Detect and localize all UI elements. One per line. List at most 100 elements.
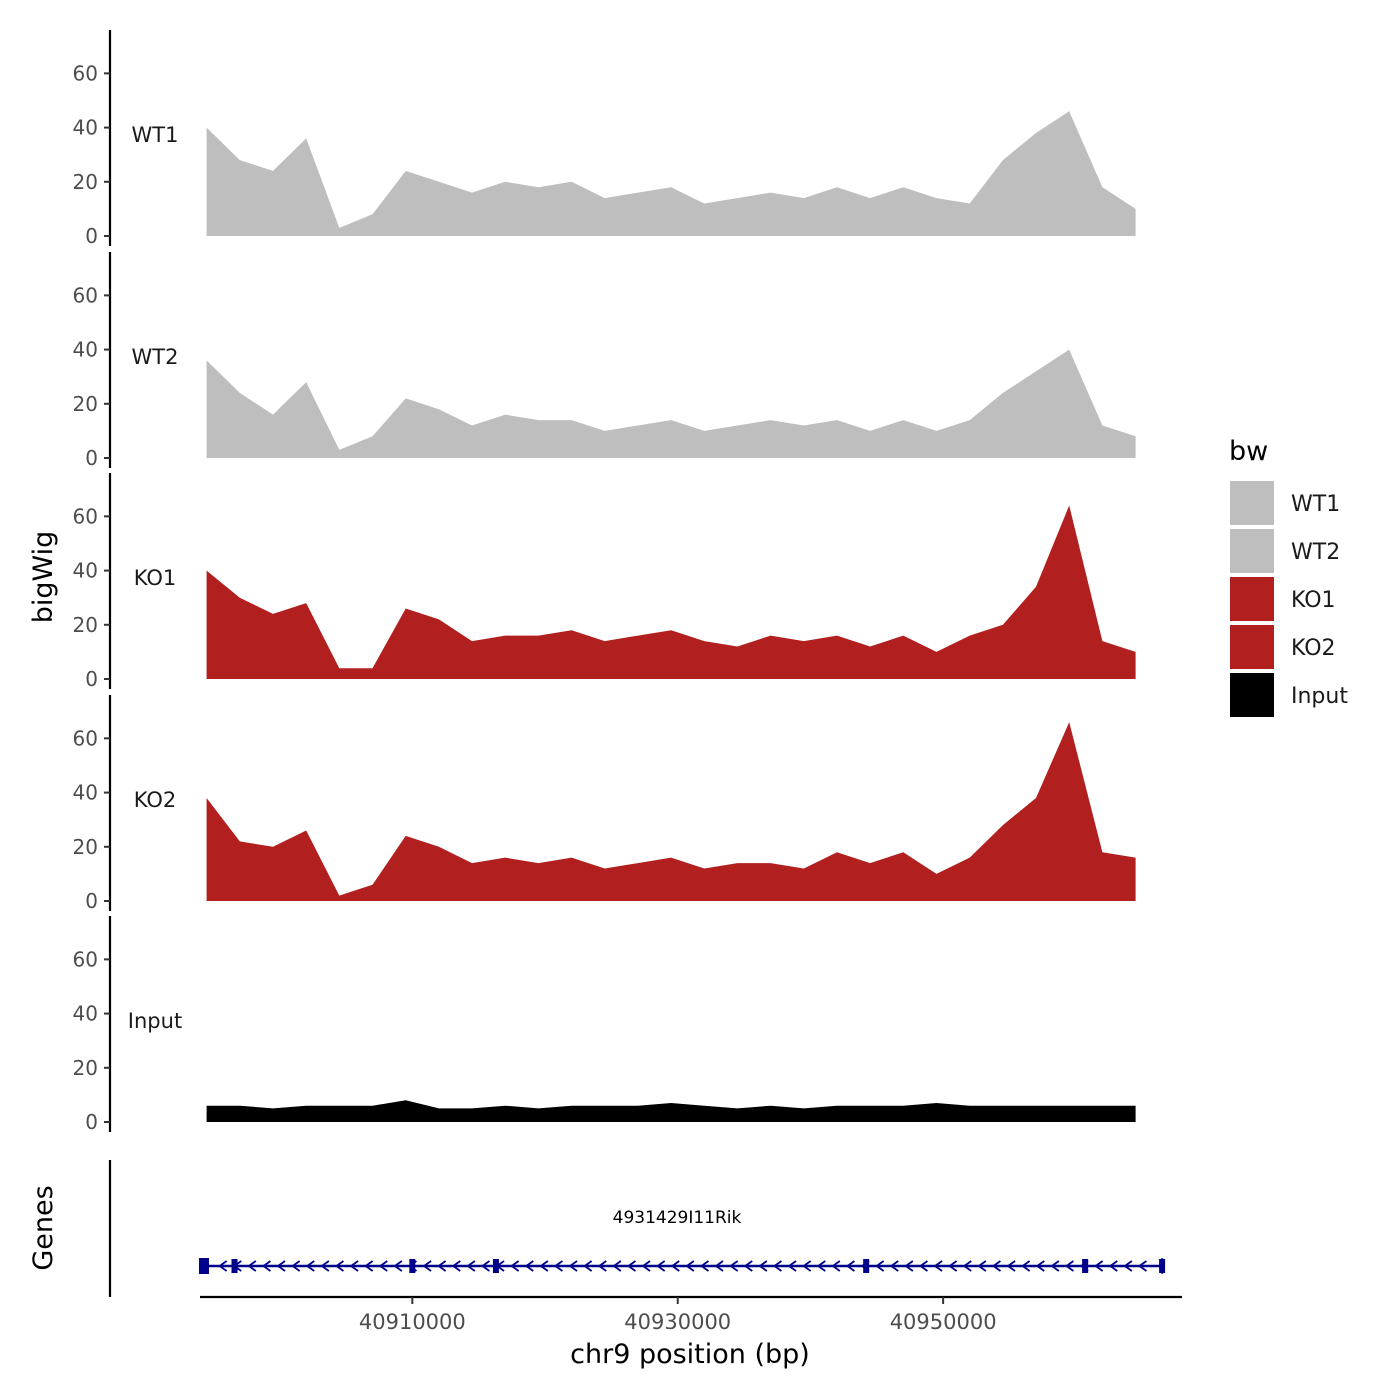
strand-chevron [437, 1260, 447, 1272]
strand-chevron [933, 1260, 943, 1272]
y-tick-label: 60 [73, 61, 98, 85]
legend: bw WT1 WT2 KO1 KO2 Input [1228, 436, 1348, 719]
strand-chevron [699, 1260, 709, 1272]
strand-chevron [670, 1260, 680, 1272]
strand-chevron [831, 1260, 841, 1272]
strand-chevron [685, 1260, 695, 1272]
y-tick-label: 20 [73, 392, 98, 416]
y-axis-title: bigWig [28, 531, 59, 624]
y-tick-label: 0 [85, 667, 98, 691]
y-tick-label: 0 [85, 1110, 98, 1134]
strand-chevron [743, 1260, 753, 1272]
strand-chevron [510, 1260, 520, 1272]
strand-chevron [626, 1260, 636, 1272]
y-tick-label: 0 [85, 446, 98, 470]
y-tick-label: 60 [73, 726, 98, 750]
strand-chevron [758, 1260, 768, 1272]
strand-chevron [787, 1260, 797, 1272]
strand-chevron [291, 1260, 301, 1272]
legend-swatch-ko1 [1228, 575, 1276, 623]
strand-chevron [977, 1260, 987, 1272]
strand-chevron [480, 1260, 490, 1272]
strand-chevron [1035, 1260, 1045, 1272]
genes-panel-label: Genes [28, 1185, 59, 1270]
y-tick-label: 60 [73, 283, 98, 307]
gene-exon [409, 1259, 416, 1273]
y-tick-label: 40 [73, 559, 98, 583]
strand-chevron [1094, 1260, 1104, 1272]
strand-chevron [962, 1260, 972, 1272]
strand-chevron [714, 1260, 724, 1272]
strand-chevron [656, 1260, 666, 1272]
y-tick-label: 20 [73, 1056, 98, 1080]
legend-title: bw [1229, 436, 1268, 467]
strand-chevron [247, 1260, 257, 1272]
legend-label-ko2: KO2 [1291, 636, 1336, 661]
legend-label-input: Input [1291, 684, 1348, 709]
track-label: WT2 [132, 345, 179, 369]
y-tick-label: 0 [85, 224, 98, 248]
strand-chevron [393, 1260, 403, 1272]
x-tick-label: 40930000 [624, 1310, 731, 1334]
strand-chevron [1050, 1260, 1060, 1272]
gene-exon [1082, 1259, 1089, 1273]
track-ko1: 0 20 40 60 KO1 [73, 473, 1136, 691]
strand-chevron [422, 1260, 432, 1272]
gene-exon [863, 1259, 870, 1273]
strand-chevron [378, 1260, 388, 1272]
track-label: KO2 [134, 788, 177, 812]
track-input: 0 20 40 60 Input [73, 916, 1136, 1134]
strand-chevron [1064, 1260, 1074, 1272]
strand-chevron [320, 1260, 330, 1272]
y-tick-label: 40 [73, 116, 98, 140]
genes-panel: Genes 4931429I11Rik [28, 1160, 1166, 1297]
coverage-area-wt1 [206, 111, 1136, 236]
strand-chevron [948, 1260, 958, 1272]
strand-chevron [1137, 1260, 1147, 1272]
x-ticks: 40910000 40930000 40950000 [359, 1297, 997, 1334]
strand-chevron [553, 1260, 563, 1272]
strand-chevron [583, 1260, 593, 1272]
strand-chevron [1021, 1260, 1031, 1272]
legend-label-wt2: WT2 [1291, 540, 1340, 565]
gene-exon [492, 1259, 499, 1273]
x-axis-title: chr9 position (bp) [570, 1339, 810, 1370]
coverage-area-input [206, 1100, 1136, 1122]
legend-items: WT1 WT2 KO1 KO2 Input [1228, 479, 1348, 719]
legend-swatch-input [1228, 671, 1276, 719]
bigwig-track-panels: 0 20 40 60 WT1 0 20 40 60 WT2 0 20 40 60 KO1 0 20 40 60 KO2… [73, 30, 1136, 1134]
coverage-area-ko1 [206, 505, 1136, 679]
x-axis: 40910000 40930000 40950000 chr9 position (… [200, 1295, 1182, 1370]
strand-chevron [1006, 1260, 1016, 1272]
track-label: KO1 [134, 566, 177, 590]
strand-chevron [875, 1260, 885, 1272]
strand-chevron [729, 1260, 739, 1272]
y-tick-label: 20 [73, 835, 98, 859]
strand-chevron [218, 1260, 228, 1272]
strand-chevron [991, 1260, 1001, 1272]
track-label: Input [128, 1009, 182, 1033]
strand-chevron [524, 1260, 534, 1272]
strand-chevron [918, 1260, 928, 1272]
y-tick-label: 60 [73, 947, 98, 971]
gene-exon [198, 1258, 209, 1274]
strand-chevron [305, 1260, 315, 1272]
strand-chevron [1108, 1260, 1118, 1272]
coverage-area-ko2 [206, 722, 1136, 901]
strand-chevron [641, 1260, 651, 1272]
strand-chevron [539, 1260, 549, 1272]
legend-label-ko1: KO1 [1291, 588, 1336, 613]
strand-chevron [334, 1260, 344, 1272]
y-tick-label: 20 [73, 170, 98, 194]
strand-chevron [816, 1260, 826, 1272]
x-tick-label: 40950000 [890, 1310, 997, 1334]
strand-chevron [597, 1260, 607, 1272]
gene-model [198, 1258, 1166, 1274]
gene-label: 4931429I11Rik [613, 1208, 742, 1228]
strand-chevron [364, 1260, 374, 1272]
legend-swatch-wt1 [1228, 479, 1276, 527]
strand-chevron [568, 1260, 578, 1272]
track-label: WT1 [132, 123, 179, 147]
strand-chevron [904, 1260, 914, 1272]
strand-chevron [276, 1260, 286, 1272]
